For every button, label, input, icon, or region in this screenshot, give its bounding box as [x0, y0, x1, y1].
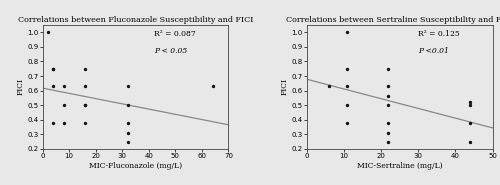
Point	[466, 104, 474, 107]
Point	[466, 101, 474, 104]
Point	[49, 85, 57, 88]
Point	[384, 67, 392, 70]
Point	[81, 104, 89, 107]
Point	[81, 67, 89, 70]
Point	[124, 104, 132, 107]
Text: R² = 0.125: R² = 0.125	[418, 30, 460, 38]
Point	[49, 121, 57, 124]
Title: Correlations between Sertraline Susceptibility and FICI: Correlations between Sertraline Suscepti…	[286, 16, 500, 23]
Point	[60, 104, 68, 107]
Point	[124, 121, 132, 124]
Point	[49, 67, 57, 70]
Point	[384, 85, 392, 88]
Y-axis label: FICI: FICI	[16, 78, 24, 95]
Point	[344, 104, 351, 107]
Point	[384, 131, 392, 134]
Point	[60, 121, 68, 124]
Point	[124, 140, 132, 143]
Point	[466, 140, 474, 143]
X-axis label: MIC-Sertraline (mg/L): MIC-Sertraline (mg/L)	[356, 162, 442, 170]
Point	[344, 31, 351, 34]
Text: R² = 0.087: R² = 0.087	[154, 30, 196, 38]
Point	[344, 121, 351, 124]
Text: P < 0.05: P < 0.05	[154, 47, 188, 55]
Text: P <0.01: P <0.01	[418, 47, 449, 55]
Point	[49, 67, 57, 70]
Point	[81, 85, 89, 88]
Point	[81, 121, 89, 124]
Point	[384, 140, 392, 143]
Point	[60, 85, 68, 88]
Point	[208, 85, 216, 88]
Title: Correlations between Fluconazole Susceptibility and FICI: Correlations between Fluconazole Suscept…	[18, 16, 253, 23]
Point	[44, 31, 52, 34]
X-axis label: MIC-Fluconazole (mg/L): MIC-Fluconazole (mg/L)	[89, 162, 182, 170]
Point	[344, 85, 351, 88]
Point	[384, 104, 392, 107]
Point	[124, 131, 132, 134]
Point	[344, 67, 351, 70]
Point	[384, 95, 392, 98]
Point	[466, 121, 474, 124]
Point	[384, 121, 392, 124]
Y-axis label: FICI: FICI	[280, 78, 288, 95]
Point	[325, 85, 333, 88]
Point	[81, 104, 89, 107]
Point	[124, 85, 132, 88]
